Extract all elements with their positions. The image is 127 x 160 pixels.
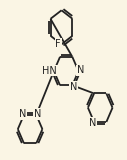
Text: N: N [89,118,96,128]
Text: HN: HN [42,66,57,76]
Text: N: N [19,109,26,119]
Text: N: N [34,109,42,119]
Text: F: F [55,39,61,49]
Text: N: N [70,82,78,92]
Text: N: N [77,65,85,75]
